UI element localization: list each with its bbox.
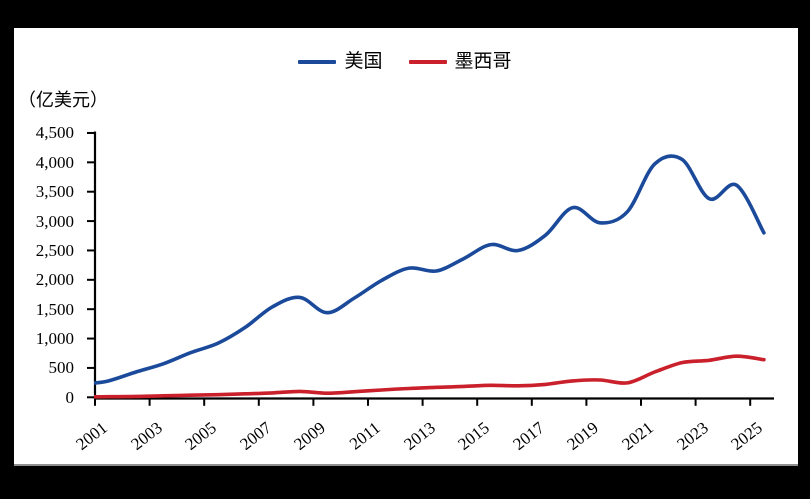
legend-line-us-swatch <box>298 59 337 64</box>
legend: 美国 墨西哥 <box>0 52 810 71</box>
y-tick-label: 4,500 <box>35 123 74 143</box>
y-tick-label: 2,000 <box>35 270 74 290</box>
mexico-line <box>94 354 766 399</box>
legend-item-us: 美国 <box>298 51 383 72</box>
y-tick-label: 1,500 <box>35 299 74 319</box>
y-tick-label: 0 <box>65 387 75 407</box>
y-axis-unit-label: （亿美元） <box>18 90 108 110</box>
legend-label-mexico: 墨西哥 <box>454 51 512 72</box>
y-tick-label: 3,500 <box>35 182 74 202</box>
y-tick-label: 500 <box>48 358 75 378</box>
legend-item-mexico: 墨西哥 <box>408 51 512 72</box>
y-tick-label: 2,500 <box>35 240 74 260</box>
us-line <box>94 154 766 385</box>
legend-line-mexico-swatch <box>408 59 447 64</box>
y-tick-label: 1,000 <box>35 329 74 349</box>
legend-label-us: 美国 <box>344 51 383 72</box>
bottom-frame-edge <box>14 464 798 466</box>
y-tick-label: 4,000 <box>35 152 74 172</box>
y-tick-label: 3,000 <box>35 211 74 231</box>
axis-lines <box>93 131 774 400</box>
chart-background <box>14 28 798 464</box>
